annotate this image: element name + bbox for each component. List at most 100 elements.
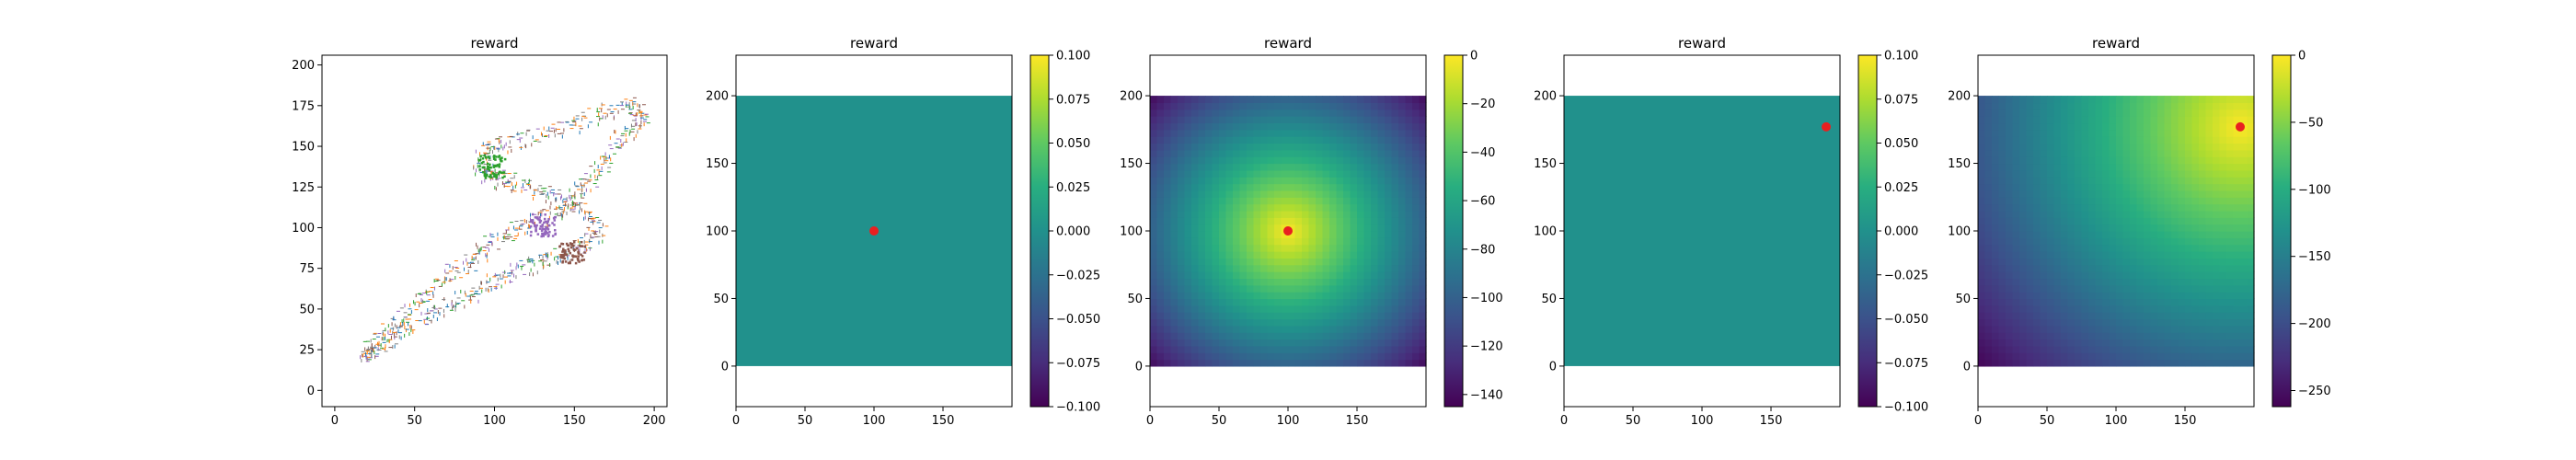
heatmap-cell xyxy=(2130,251,2137,259)
heatmap-cell xyxy=(1247,164,1254,171)
heatmap-cell xyxy=(1406,305,1413,313)
heatmap-cell xyxy=(2234,102,2241,109)
heatmap-cell xyxy=(1392,130,1399,137)
heatmap-cell xyxy=(2047,130,2054,137)
heatmap-cell xyxy=(2013,197,2020,204)
heatmap-cell xyxy=(2027,109,2034,117)
heatmap-cell xyxy=(1978,116,1985,123)
heatmap-cell xyxy=(2206,251,2214,259)
heatmap-cell xyxy=(1978,298,1985,305)
heatmap-cell xyxy=(1191,245,1199,252)
heatmap-cell xyxy=(2248,305,2255,313)
heatmap-cell xyxy=(1357,177,1364,184)
heatmap-cell xyxy=(2061,177,2068,184)
heatmap-cell xyxy=(2151,237,2158,245)
heatmap-cell xyxy=(1302,102,1309,109)
heatmap-cell xyxy=(2096,116,2103,123)
heatmap-cell xyxy=(2041,326,2048,333)
heatmap-cell xyxy=(2248,292,2255,299)
heatmap-cell xyxy=(2151,292,2158,299)
heatmap-cell xyxy=(1999,285,2007,293)
heatmap-cell xyxy=(1992,130,1999,137)
heatmap-cell xyxy=(2171,109,2179,117)
heatmap-cell xyxy=(2110,346,2117,353)
heatmap-cell xyxy=(1150,298,1157,305)
heatmap-cell xyxy=(1254,211,1261,218)
heatmap-cell xyxy=(2041,298,2048,305)
heatmap-cell xyxy=(1371,352,1378,360)
heatmap-cell xyxy=(2185,312,2192,319)
heatmap-cell xyxy=(1185,211,1192,218)
heatmap-cell xyxy=(1309,237,1317,245)
colorbar-gradient xyxy=(1858,55,1877,407)
heatmap-cell xyxy=(1288,164,1295,171)
heatmap-cell xyxy=(2130,122,2137,130)
heatmap-cell xyxy=(1343,109,1351,117)
heatmap-cell xyxy=(1323,177,1330,184)
heatmap-cell xyxy=(2192,326,2200,333)
heatmap-cell xyxy=(1150,312,1157,319)
heatmap-cell xyxy=(1978,109,1985,117)
heatmap-cell xyxy=(1392,339,1399,347)
heatmap-cell xyxy=(2220,136,2227,144)
heatmap-cell xyxy=(1999,164,2007,171)
heatmap-cell xyxy=(2033,102,2041,109)
heatmap-cell xyxy=(2171,360,2179,367)
heatmap-cell xyxy=(1412,211,1420,218)
heatmap-cell xyxy=(1164,237,1171,245)
heatmap-cell xyxy=(2033,298,2041,305)
heatmap-cell xyxy=(2171,278,2179,285)
heatmap-cell xyxy=(1412,156,1420,164)
heatmap-cell xyxy=(1247,136,1254,144)
heatmap-cell xyxy=(2110,237,2117,245)
heatmap-cell xyxy=(1371,292,1378,299)
heatmap-cell xyxy=(1164,251,1171,259)
heatmap-cell xyxy=(1157,298,1165,305)
heatmap-cell xyxy=(1260,245,1268,252)
heatmap-cell xyxy=(2075,278,2082,285)
heatmap-cell xyxy=(1205,231,1213,238)
heatmap-cell xyxy=(1226,109,1234,117)
heatmap-cell xyxy=(1343,144,1351,151)
heatmap-cell xyxy=(2006,130,2013,137)
heatmap-cell xyxy=(2240,197,2248,204)
heatmap-cell xyxy=(1309,184,1317,191)
heatmap-cell xyxy=(2123,190,2131,198)
heatmap-cell xyxy=(2171,164,2179,171)
heatmap-cell xyxy=(1323,231,1330,238)
heatmap-cell xyxy=(1247,251,1254,259)
heatmap-cell xyxy=(1295,184,1303,191)
heatmap-cell xyxy=(1191,346,1199,353)
heatmap-cell xyxy=(1171,217,1179,224)
heatmap-cell xyxy=(2220,312,2227,319)
heatmap-cell xyxy=(1295,224,1303,232)
heatmap-cell xyxy=(1999,319,2007,327)
cluster-mark xyxy=(533,222,535,224)
heatmap-cell xyxy=(1357,352,1364,360)
heatmap-cell xyxy=(1178,144,1185,151)
heatmap-cell xyxy=(2082,305,2089,313)
heatmap-cell xyxy=(2179,285,2186,293)
heatmap-cell xyxy=(2151,298,2158,305)
heatmap-cell xyxy=(1351,122,1358,130)
heatmap-cell xyxy=(1302,258,1309,265)
heatmap-cell xyxy=(1247,122,1254,130)
heatmap-cell xyxy=(1240,346,1248,353)
heatmap-cell xyxy=(2240,204,2248,212)
heatmap-cell xyxy=(2123,130,2131,137)
heatmap-cell xyxy=(2075,346,2082,353)
heatmap-cell xyxy=(2220,332,2227,339)
heatmap-cell xyxy=(1171,237,1179,245)
heatmap-cell xyxy=(2192,130,2200,137)
heatmap-cell xyxy=(2075,109,2082,117)
heatmap-cell xyxy=(2096,190,2103,198)
y-tick-label: 150 xyxy=(706,157,729,171)
heatmap-cell xyxy=(2220,197,2227,204)
heatmap-cell xyxy=(1260,204,1268,212)
heatmap-cell xyxy=(1185,96,1192,103)
heatmap-cell xyxy=(2116,156,2123,164)
heatmap-cell xyxy=(2102,271,2110,279)
heatmap-cell xyxy=(2157,130,2165,137)
heatmap-cell xyxy=(1157,278,1165,285)
heatmap-cell xyxy=(1150,326,1157,333)
